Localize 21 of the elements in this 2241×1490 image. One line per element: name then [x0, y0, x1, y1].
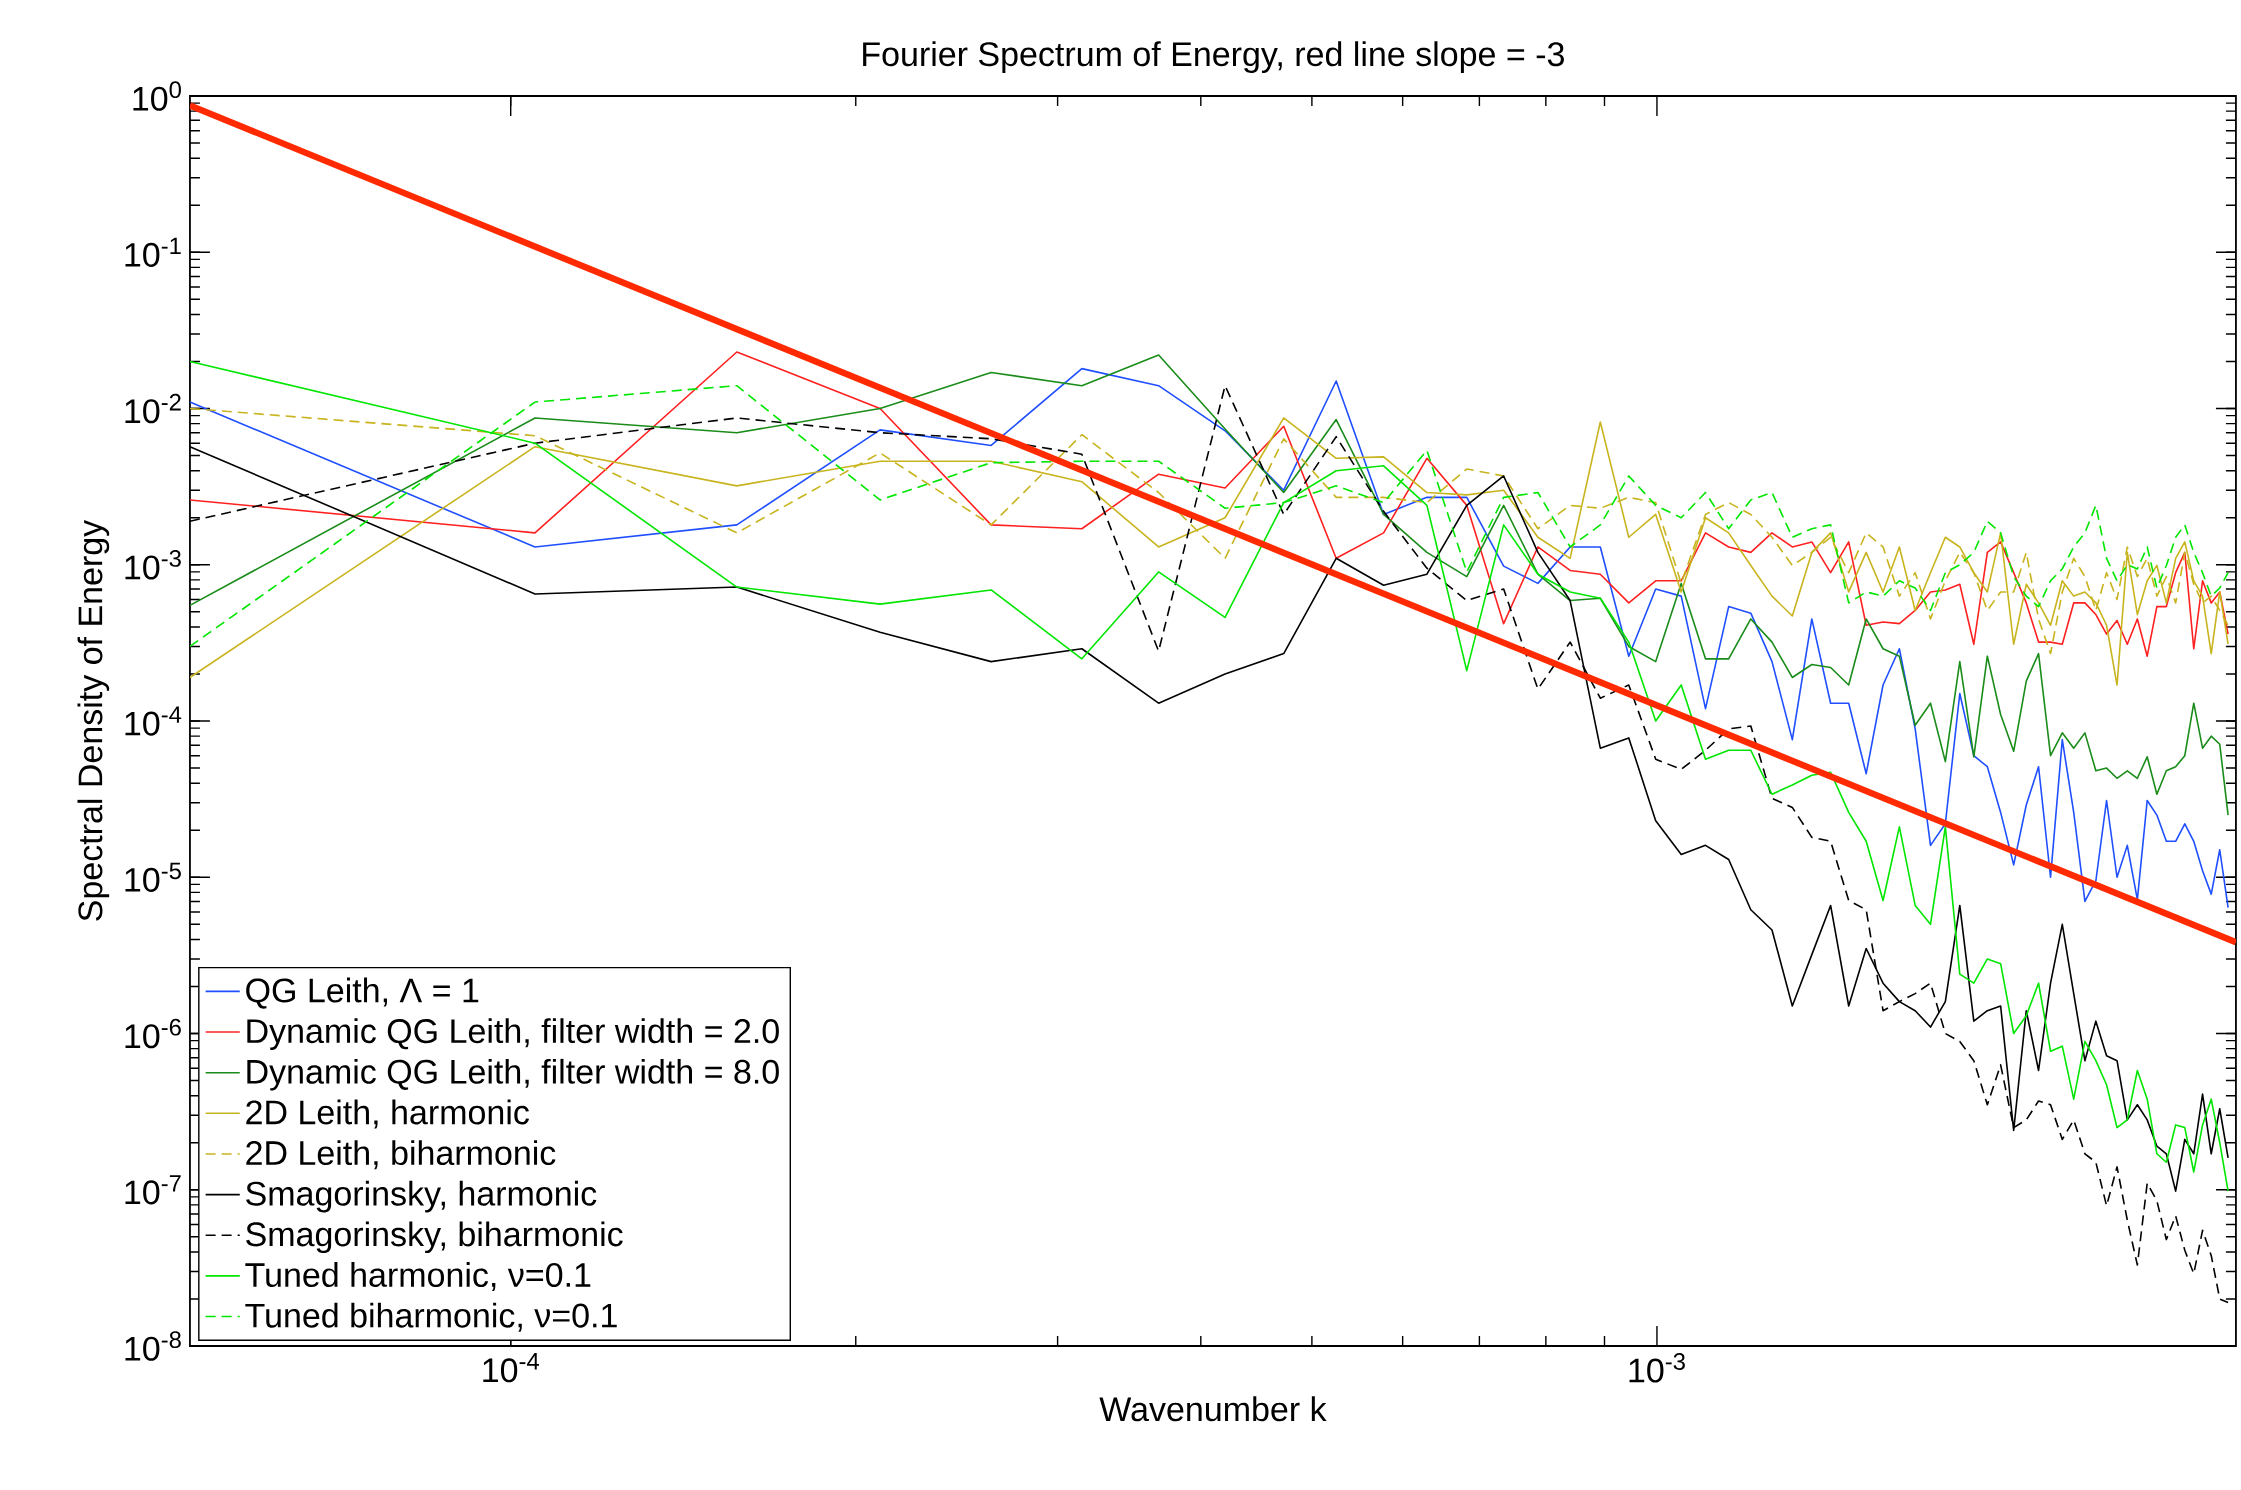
legend-label: Dynamic QG Leith, filter width = 8.0	[247, 1058, 779, 1091]
y-axis-title: Spectral Density of Energy	[77, 519, 110, 921]
y-tick-label: 10$^{-4}$	[125, 706, 182, 736]
legend-label: Smagorinsky, biharmonic	[246, 1221, 623, 1254]
chart-title: Fourier Spectrum of Energy, red line slope = -3	[863, 41, 1564, 73]
legend-label: 2D Leith, biharmonic	[246, 1140, 556, 1170]
legend-label: Smagorinsky, harmonic	[246, 1180, 597, 1213]
y-tick-label: 10$^{0}$	[133, 81, 181, 111]
y-tick-label: 10$^{-2}$	[125, 393, 181, 424]
legend-label: Tuned harmonic, ν=0.1	[245, 1262, 591, 1292]
legend-label: QG Leith, Λ = 1	[246, 977, 479, 1009]
legend-label: Dynamic QG Leith, filter width = 2.0	[247, 1018, 779, 1050]
y-tick-label: 10$^{-3}$	[125, 550, 181, 580]
x-axis-title: Wavenumber k	[1099, 1396, 1327, 1422]
y-tick-label: 10$^{-1}$	[125, 237, 181, 267]
y-tick-label: 10$^{-6}$	[125, 1018, 181, 1049]
y-tick-label: 10$^{-5}$	[125, 862, 181, 892]
legend-label: Tuned biharmonic, ν=0.1	[245, 1302, 617, 1332]
legend-label: 2D Leith, harmonic	[246, 1099, 529, 1129]
y-tick-label: 10$^{-7}$	[125, 1175, 181, 1205]
y-tick-label: 10$^{-8}$	[125, 1331, 181, 1361]
